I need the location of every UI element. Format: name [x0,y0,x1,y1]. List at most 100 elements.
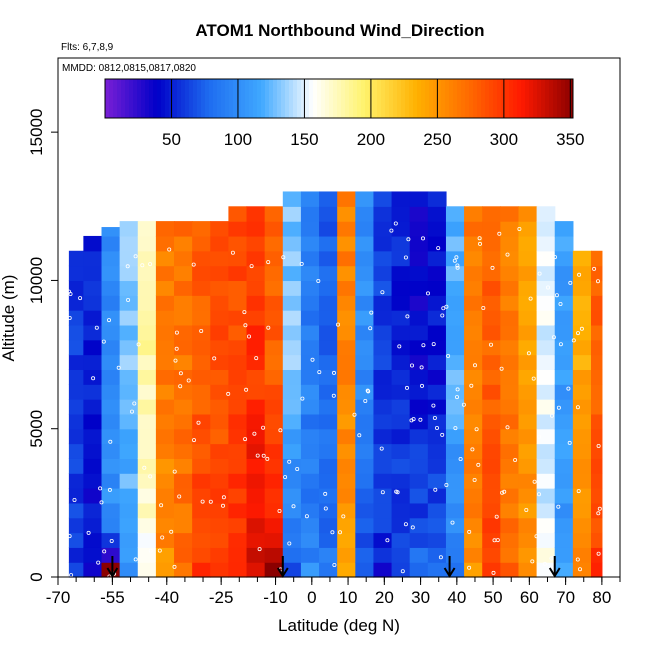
heatmap-cell [210,443,230,459]
heatmap-cell [228,384,248,400]
sample-point [172,564,177,569]
heatmap-cell [500,502,520,519]
heatmap-cell [518,250,538,267]
sample-point [200,499,205,504]
colorbar-swatch [525,79,530,118]
heatmap-cell [119,502,139,519]
colorbar-swatch [225,79,230,118]
heatmap-cell [355,458,375,474]
sample-point [532,479,537,484]
flight-marker-layer [106,556,561,578]
sample-point [467,529,472,534]
sample-point [331,393,336,398]
heatmap-cell [137,280,157,296]
sample-point [174,346,179,351]
heatmap-cell [246,280,266,296]
y-axis-label: Altitude (m) [0,275,18,362]
heatmap-cell [264,206,284,222]
heatmap-cell [590,250,603,267]
colorbar-swatch [489,79,494,118]
heatmap-cell [427,502,447,519]
sample-point [186,378,191,383]
colorbar-swatch [237,79,242,118]
heatmap-cell [83,413,103,430]
heatmap-cell [155,488,175,504]
heatmap-cell [300,458,320,474]
heatmap-cell [228,369,248,385]
heatmap-cell [409,221,429,237]
heatmap-cell [282,339,302,356]
heatmap-cell [464,265,483,282]
heatmap-cell [155,369,175,385]
heatmap-cell [536,354,556,370]
heatmap-cell [319,235,338,252]
heatmap-cell [300,473,320,489]
sample-point [436,246,441,251]
heatmap-cell [228,562,248,578]
heatmap-cell [137,384,157,400]
sample-point [199,328,204,333]
sample-point [403,522,408,527]
heatmap-cell [500,324,520,341]
heatmap-cell [174,250,193,267]
heatmap-cell [68,310,84,326]
heatmap-cell [536,399,556,415]
heatmap-cell [68,280,84,296]
heatmap-cell [192,562,211,578]
heatmap-cell [155,354,175,370]
heatmap-cell [445,265,465,282]
sample-point [265,456,270,461]
sample-point [537,271,542,276]
heatmap-cell [210,265,230,282]
heatmap-cell [554,235,574,252]
heatmap-cell [373,295,393,311]
heatmap-cell [192,339,211,356]
heatmap-cell [282,280,302,296]
heatmap-cell [500,339,520,356]
sample-point [551,335,556,340]
colorbar-swatch [449,79,454,118]
heatmap-cell [210,384,230,400]
x-tick-label: -10 [263,588,288,607]
heatmap-cell [554,369,574,385]
heatmap-cell [264,488,284,504]
heatmap-cell [155,221,175,237]
sample-point [469,383,474,388]
heatmap-cell [83,517,103,534]
heatmap-cell [482,221,501,237]
heatmap-cell [192,399,211,415]
heatmap-cell [300,250,320,267]
heatmap-cell [119,458,139,474]
heatmap-cell [409,517,429,534]
heatmap-cell [83,339,103,356]
heatmap-cell [391,443,411,459]
heatmap-cell [101,413,121,430]
heatmap-cell [101,235,121,252]
heatmap-cell [228,547,248,563]
sample-point [530,559,535,564]
heatmap-cell [155,324,175,341]
heatmap-cell [246,458,266,474]
heatmap-cell [119,562,139,578]
flight-marker-arrow [548,556,561,578]
heatmap-cell [536,428,556,445]
heatmap-cell [210,280,230,296]
heatmap-cell [355,473,375,489]
sample-point [531,376,536,381]
heatmap-cell [155,473,175,489]
sample-point [477,236,482,241]
sample-point [295,466,300,471]
heatmap-cell [68,517,84,534]
heatmap-cell [554,428,574,445]
heatmap-cell [282,369,302,385]
sample-point [409,418,414,423]
heatmap-layer [68,191,603,578]
heatmap-cell [536,473,556,489]
heatmap-cell [300,547,320,563]
heatmap-cell [337,250,356,267]
heatmap-cell [373,250,393,267]
heatmap-cell [500,517,520,534]
heatmap-cell [192,265,211,282]
sample-point [261,425,266,430]
colorbar-swatch [345,79,350,118]
